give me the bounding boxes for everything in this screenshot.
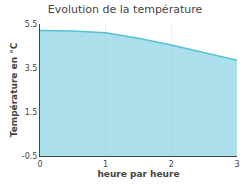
svg-text:0: 0: [37, 160, 42, 169]
svg-text:heure par heure: heure par heure: [97, 169, 179, 179]
svg-text:2: 2: [169, 160, 174, 169]
svg-text:3: 3: [234, 160, 239, 169]
svg-text:Evolution de la température: Evolution de la température: [48, 3, 203, 16]
svg-text:3.5: 3.5: [25, 64, 38, 73]
svg-text:Température en °C: Température en °C: [9, 42, 19, 137]
svg-text:5.5: 5.5: [25, 20, 38, 29]
svg-text:1.5: 1.5: [25, 108, 38, 117]
svg-text:1: 1: [103, 160, 108, 169]
svg-text:-0.5: -0.5: [22, 152, 38, 161]
